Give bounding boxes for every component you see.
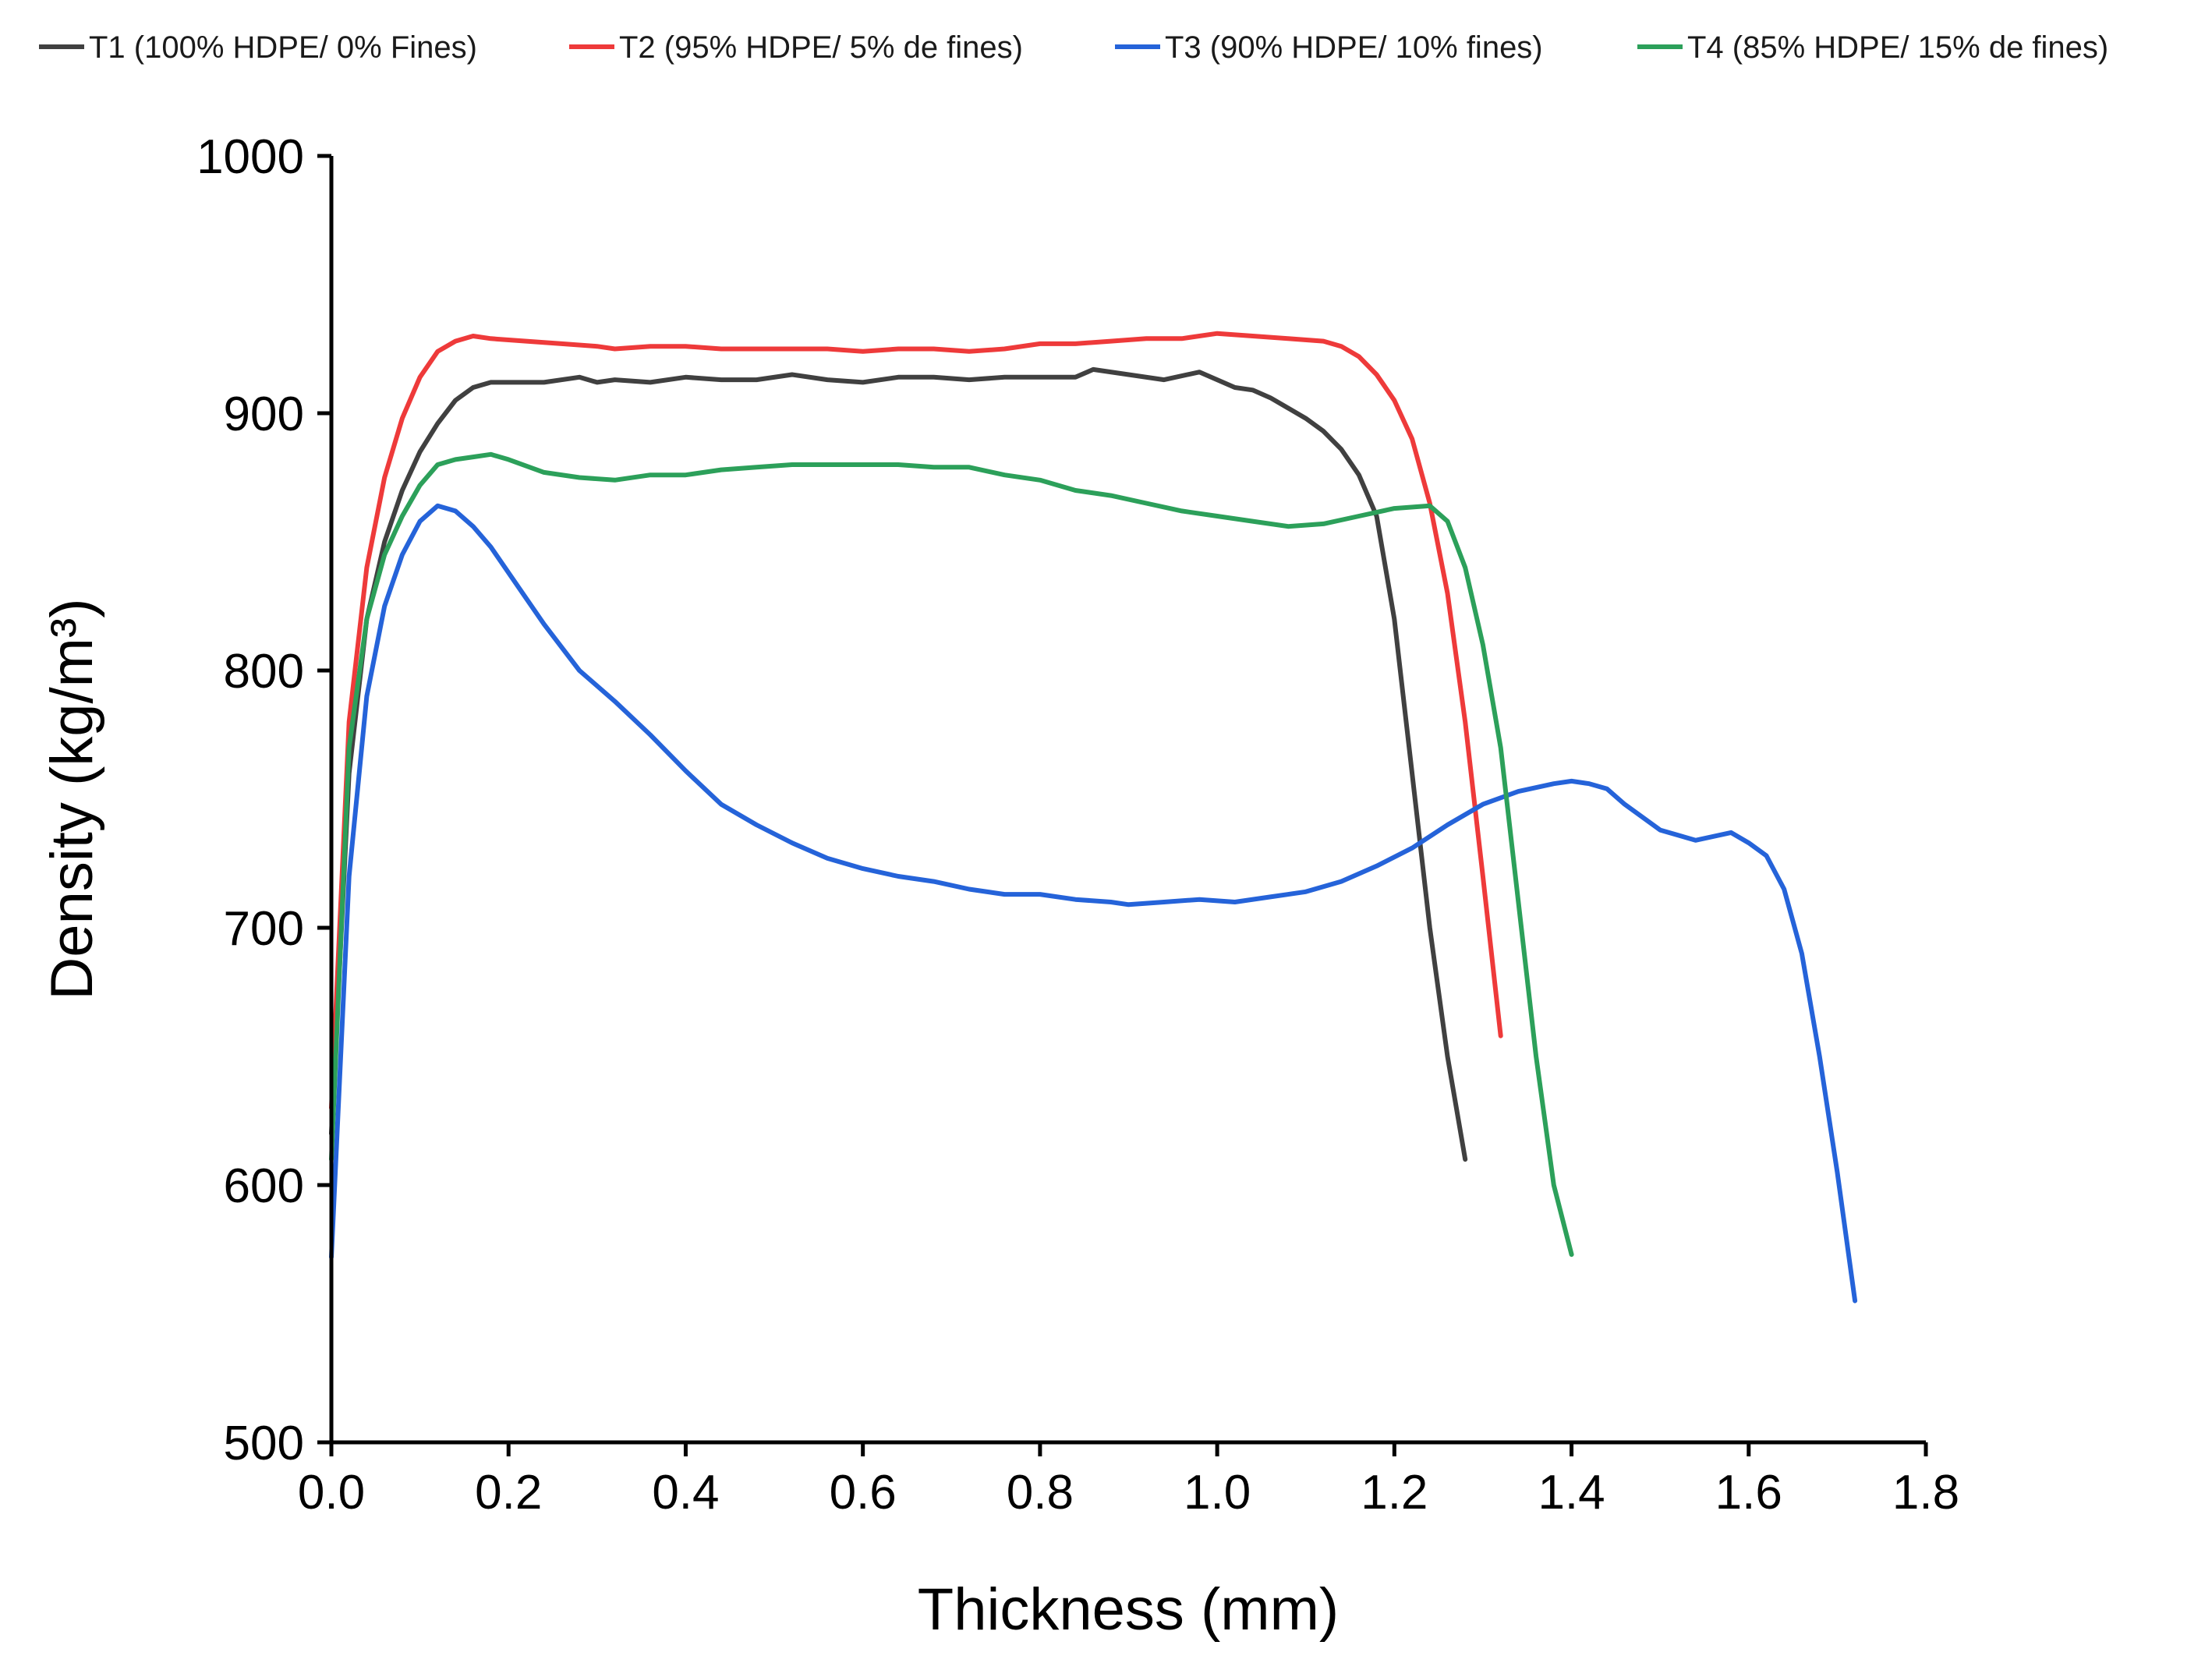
legend: T1 (100% HDPE/ 0% Fines) T2 (95% HDPE/ 5%… <box>39 30 2108 65</box>
legend-label-t1: T1 (100% HDPE/ 0% Fines) <box>89 30 477 65</box>
x-axis-title: Thickness (mm) <box>918 1576 1339 1643</box>
x-tick-label: 1.4 <box>1538 1466 1605 1520</box>
plot-series <box>329 331 1858 1304</box>
legend-label-t4: T4 (85% HDPE/ 15% de fines) <box>1687 30 2108 65</box>
x-tick-label: 0.2 <box>475 1466 542 1520</box>
x-tick-label: 1.0 <box>1184 1466 1251 1520</box>
y-tick-label: 900 <box>224 387 304 441</box>
y-tick-label: 600 <box>224 1159 304 1213</box>
x-tick-label: 1.2 <box>1361 1466 1428 1520</box>
x-tick-label: 1.6 <box>1715 1466 1782 1520</box>
x-tick-label: 0.8 <box>1007 1466 1074 1520</box>
series-line-t4 <box>329 451 1574 1258</box>
legend-label-t2: T2 (95% HDPE/ 5% de fines) <box>619 30 1023 65</box>
ticks: 0.0 0.2 0.4 0.6 0.8 1.0 1.2 1.4 1.6 1.8 500 600 700 8… <box>196 130 1959 1520</box>
legend-label-t3: T3 (90% HDPE/ 10% fines) <box>1165 30 1543 65</box>
y-tick-label: 500 <box>224 1417 304 1470</box>
y-axis-title: Density (kg/m³) <box>39 598 105 1000</box>
series-line-t1 <box>329 366 1468 1162</box>
y-tick-label: 1000 <box>196 130 304 184</box>
x-tick-label: 0.4 <box>652 1466 719 1520</box>
series-line-t2 <box>329 331 1503 1110</box>
series-line-t3 <box>329 503 1858 1304</box>
axes <box>329 156 1926 1445</box>
y-tick-label: 800 <box>224 645 304 699</box>
x-tick-label: 0.0 <box>298 1466 365 1520</box>
x-tick-label: 1.8 <box>1892 1466 1959 1520</box>
x-tick-label: 0.6 <box>830 1466 897 1520</box>
y-tick-label: 700 <box>224 902 304 956</box>
